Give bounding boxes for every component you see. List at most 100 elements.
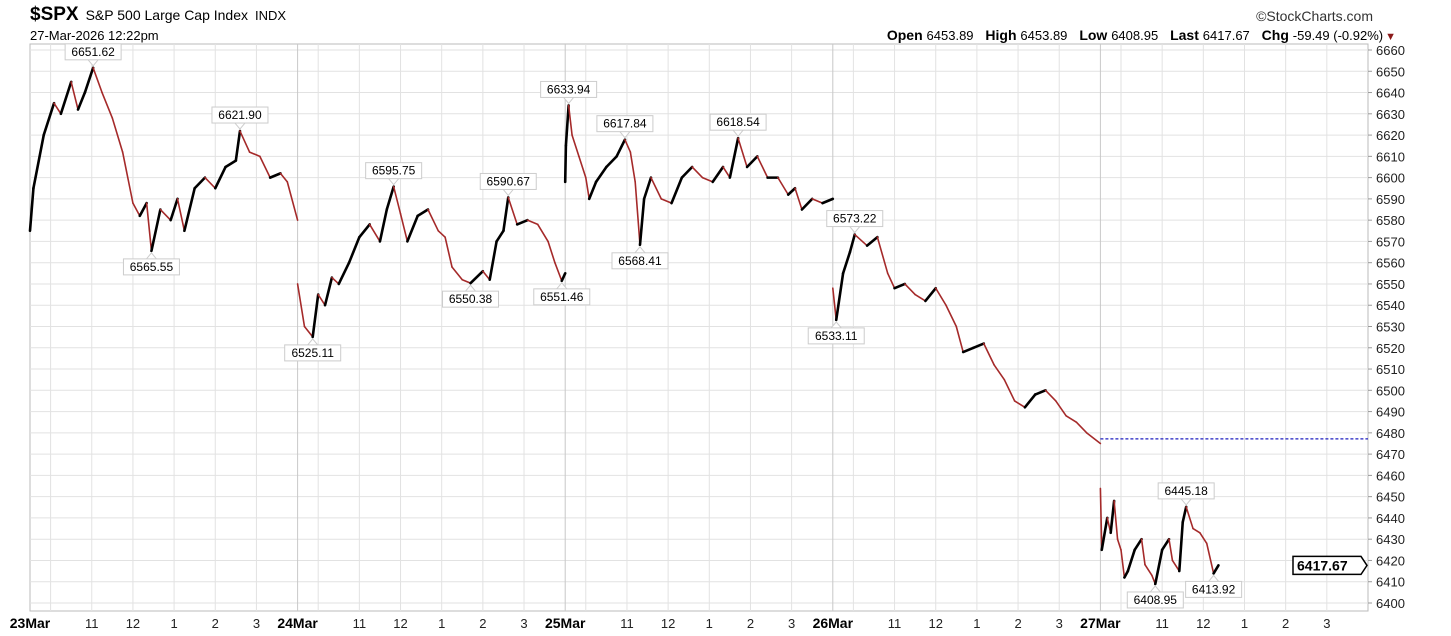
- x-day-label: 26Mar: [813, 615, 854, 631]
- price-segment: [416, 208, 430, 218]
- price-segment: [138, 201, 148, 218]
- price-segment: [515, 218, 529, 226]
- price-segment: [204, 176, 217, 190]
- x-hour-label: 1: [973, 616, 980, 631]
- annotation-pointer: [87, 59, 99, 67]
- price-segment: [378, 208, 389, 243]
- price-segment: [934, 287, 947, 307]
- price-segment: [1055, 400, 1067, 417]
- price-segment: [914, 293, 927, 302]
- annotation-label: 6550.38: [449, 292, 493, 306]
- price-segment: [1140, 538, 1146, 566]
- price-segment: [502, 196, 510, 233]
- annotation-label: 6525.11: [291, 346, 334, 360]
- last-value: 6417.67: [1202, 28, 1250, 43]
- y-tick-label: 6460: [1376, 468, 1405, 483]
- annotation-label: 6621.90: [218, 108, 262, 122]
- annotation-pointer: [1180, 498, 1192, 506]
- annotation-box: [826, 210, 884, 228]
- x-hour-label: 2: [1014, 616, 1021, 631]
- price-segment: [563, 144, 568, 184]
- price-segment: [317, 293, 326, 307]
- x-hour-label: 3: [520, 616, 527, 631]
- price-segment: [660, 198, 673, 204]
- price-segment: [286, 181, 299, 221]
- price-segment: [469, 269, 485, 285]
- price-segment: [70, 81, 79, 111]
- price-segment: [1113, 500, 1119, 540]
- price-segment: [392, 185, 402, 215]
- x-hour-label: 11: [1155, 616, 1169, 631]
- x-hour-label: 3: [253, 616, 260, 631]
- y-tick-label: 6480: [1376, 426, 1405, 441]
- price-segment: [821, 197, 835, 205]
- x-hour-label: 1: [1241, 616, 1248, 631]
- price-segment: [800, 197, 814, 211]
- price-segment: [132, 202, 141, 217]
- annotation-pointer: [732, 129, 744, 137]
- price-segment: [385, 185, 395, 211]
- price-segment: [248, 151, 261, 158]
- price-segment: [482, 270, 491, 281]
- annotation-label: 6590.67: [487, 174, 531, 188]
- price-segment: [756, 155, 769, 179]
- y-tick-label: 6570: [1376, 234, 1405, 249]
- price-segment: [268, 172, 282, 179]
- high-value: 6453.89: [1020, 28, 1068, 43]
- price-segment: [955, 325, 964, 353]
- price-segment: [834, 272, 845, 322]
- annotation-box: [709, 113, 767, 131]
- price-segment: [427, 208, 440, 232]
- x-hour-label: 2: [212, 616, 219, 631]
- price-segment: [347, 235, 361, 264]
- annotation-pointer: [1149, 585, 1161, 593]
- y-tick-label: 6540: [1376, 298, 1405, 313]
- y-tick-label: 6450: [1376, 490, 1405, 505]
- chg-value: -59.49 (-0.92%): [1292, 28, 1384, 43]
- y-tick-label: 6490: [1376, 405, 1405, 420]
- price-segment: [587, 180, 598, 201]
- annotation-box: [807, 327, 865, 345]
- x-hour-label: 3: [1056, 616, 1063, 631]
- price-segment: [711, 165, 725, 184]
- price-segment: [1003, 378, 1016, 402]
- y-tick-label: 6510: [1376, 362, 1405, 377]
- y-tick-label: 6660: [1376, 43, 1405, 58]
- plot-area: [29, 43, 1369, 612]
- y-tick-label: 6610: [1376, 149, 1405, 164]
- last-value-tag: [1292, 555, 1368, 576]
- annotation-label: 6565.55: [130, 260, 174, 274]
- x-hour-label: 11: [353, 616, 367, 631]
- x-hour-label: 2: [1282, 616, 1289, 631]
- annotation-label: 6595.75: [372, 164, 416, 178]
- annotation-box: [442, 290, 500, 308]
- price-segment: [495, 229, 505, 243]
- symbol: $SPX: [30, 4, 79, 25]
- y-tick-label: 6620: [1376, 128, 1405, 143]
- annotation-label: 6618.54: [716, 115, 760, 129]
- y-tick-label: 6500: [1376, 383, 1405, 398]
- price-segment: [831, 287, 838, 321]
- price-segment: [234, 129, 242, 162]
- price-segment: [634, 181, 641, 246]
- price-segment: [567, 104, 573, 136]
- x-hour-label: 12: [1196, 616, 1210, 631]
- x-hour-label: 12: [126, 616, 140, 631]
- annotation-label: 6408.95: [1134, 593, 1178, 607]
- price-segment: [893, 282, 907, 290]
- price-segment: [461, 278, 472, 284]
- annotation-box: [211, 106, 269, 124]
- annotation-box: [596, 115, 654, 133]
- price-segment: [571, 134, 580, 158]
- price-segment: [605, 155, 618, 169]
- price-segment: [1120, 549, 1126, 579]
- price-segment: [323, 276, 334, 307]
- price-segment: [945, 304, 958, 328]
- price-segment: [1160, 537, 1171, 552]
- price-segment: [624, 138, 632, 153]
- low-label: Low: [1079, 27, 1108, 43]
- price-segment: [337, 261, 351, 286]
- price-segment: [794, 187, 803, 211]
- annotation-label: 6413.92: [1192, 582, 1236, 596]
- annotation-pointer: [307, 338, 319, 346]
